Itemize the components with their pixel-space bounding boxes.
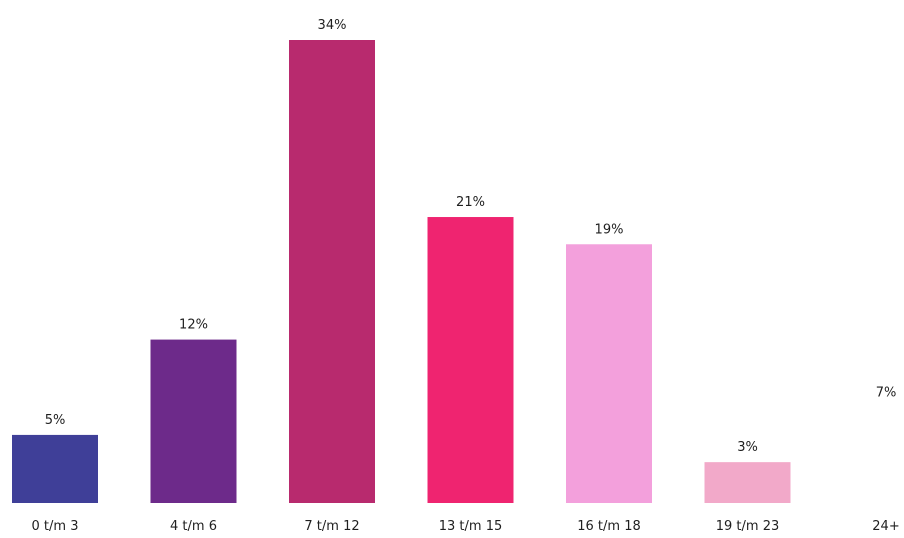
category-label-3: 7 t/m 12 — [304, 519, 359, 534]
bar-7 — [843, 407, 904, 503]
value-label-5: 19% — [595, 222, 624, 237]
bar-5 — [566, 244, 652, 503]
value-label-4: 21% — [456, 195, 485, 210]
category-label-4: 13 t/m 15 — [439, 519, 503, 534]
bars-group — [12, 40, 904, 503]
bar-4 — [427, 217, 514, 503]
category-label-7: 24+ — [872, 519, 899, 534]
category-label-6: 19 t/m 23 — [716, 519, 780, 534]
bar-3 — [289, 40, 375, 503]
value-label-7: 7% — [876, 386, 897, 401]
value-label-3: 34% — [318, 18, 347, 33]
bar-2 — [150, 339, 237, 503]
category-label-1: 0 t/m 3 — [32, 519, 79, 534]
category-labels-group: 0 t/m 3 4 t/m 6 7 t/m 12 13 t/m 15 16 t/m 18… — [32, 519, 900, 534]
value-labels-group: 5% 12% 34% 21% 19% 3% 7% — [45, 18, 897, 455]
value-label-2: 12% — [179, 318, 208, 333]
category-label-5: 16 t/m 18 — [577, 519, 641, 534]
category-label-2: 4 t/m 6 — [170, 519, 217, 534]
value-label-1: 5% — [45, 413, 66, 428]
bar-6 — [704, 462, 791, 503]
value-label-6: 3% — [737, 440, 758, 455]
bar-1 — [12, 434, 98, 503]
